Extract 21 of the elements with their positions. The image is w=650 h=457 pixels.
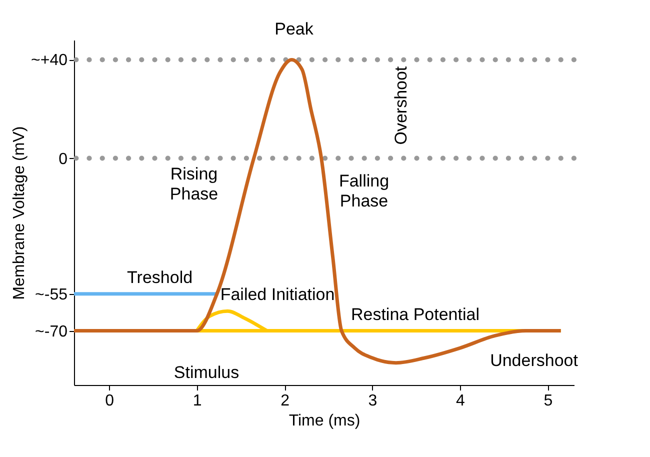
text: Peak xyxy=(274,20,314,39)
y-tick-label: 0 xyxy=(58,150,68,168)
x-tick-label: 0 xyxy=(105,392,114,410)
x-tick-label: 3 xyxy=(368,392,378,410)
annotation: Falling Phase xyxy=(338,171,390,210)
annotation: Undershoot xyxy=(490,350,578,370)
y-tick-label: ~-70 xyxy=(35,323,68,340)
series-label: Treshold xyxy=(127,268,193,287)
annotation: Overshoot xyxy=(392,66,410,145)
y-tick-label: ~+40 xyxy=(31,52,68,70)
series-label: Restina Potential xyxy=(350,304,480,324)
annotation: Stimulus xyxy=(174,362,240,382)
y-axis-title: Membrane Voltage (mV) xyxy=(11,126,28,300)
x-tick-label: 4 xyxy=(456,392,466,410)
y-tick-label: ~-55 xyxy=(35,286,68,304)
series-label: Failed Initiation xyxy=(220,285,335,304)
x-tick-label: 1 xyxy=(192,392,202,410)
x-tick-label: 2 xyxy=(280,392,290,410)
annotation: Rising Phase xyxy=(170,164,218,204)
x-axis-title: Time (ms) xyxy=(288,412,360,430)
x-tick-label: 5 xyxy=(544,392,553,410)
